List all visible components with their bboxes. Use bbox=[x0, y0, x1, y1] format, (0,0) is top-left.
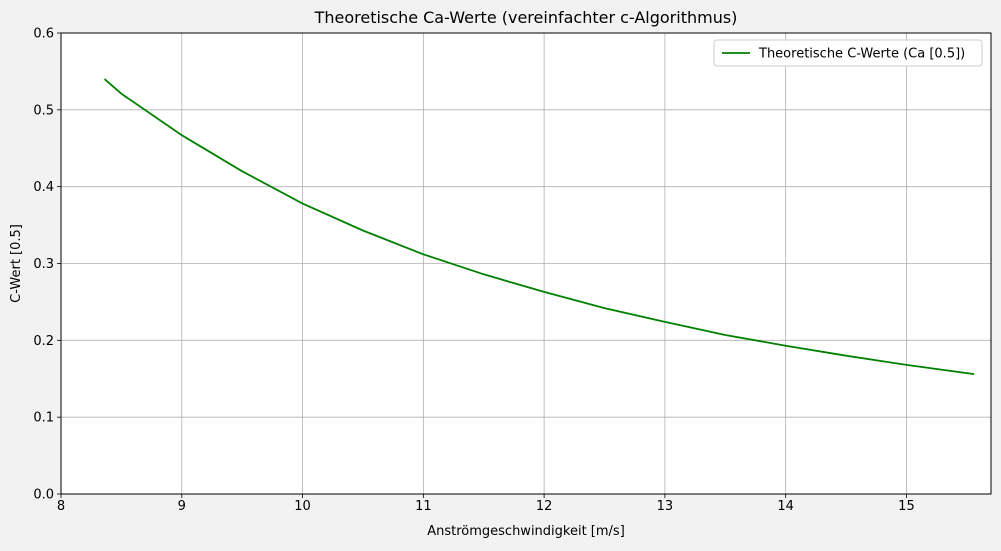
x-tick-label: 15 bbox=[898, 499, 915, 514]
y-tick-label: 0.3 bbox=[33, 257, 54, 272]
y-axis-label: C-Wert [0.5] bbox=[9, 224, 24, 303]
x-tick-label: 13 bbox=[657, 499, 674, 514]
legend-box bbox=[713, 39, 983, 67]
x-tick-label: 11 bbox=[415, 499, 432, 514]
ticks: 8 9 10 11 12 13 14 15 0.0 0.1 0.2 0.3 0.4 0.5 0.6 bbox=[33, 27, 914, 515]
y-tick-label: 0.6 bbox=[33, 27, 54, 42]
y-tick-label: 0.0 bbox=[33, 488, 54, 503]
y-tick-label: 0.5 bbox=[33, 103, 54, 118]
chart-title: Theoretische Ca-Werte (vereinfachter c-A… bbox=[314, 8, 738, 27]
x-tick-label: 8 bbox=[57, 499, 65, 514]
x-tick-label: 9 bbox=[178, 499, 186, 514]
y-tick-label: 0.1 bbox=[33, 411, 54, 426]
x-tick-label: 14 bbox=[777, 499, 794, 514]
legend: Theoretische C-Werte (Ca [0.5]) bbox=[713, 39, 983, 67]
x-tick-label: 10 bbox=[294, 499, 311, 514]
series-line bbox=[103, 78, 975, 375]
x-axis-label: Anströmgeschwindigkeit [m/s] bbox=[427, 524, 625, 539]
legend-label: Theoretische C-Werte (Ca [0.5]) bbox=[758, 47, 965, 62]
y-tick-label: 0.4 bbox=[33, 180, 54, 195]
x-tick-label: 12 bbox=[536, 499, 553, 514]
series-layer bbox=[103, 78, 975, 375]
y-tick-label: 0.2 bbox=[33, 334, 54, 349]
